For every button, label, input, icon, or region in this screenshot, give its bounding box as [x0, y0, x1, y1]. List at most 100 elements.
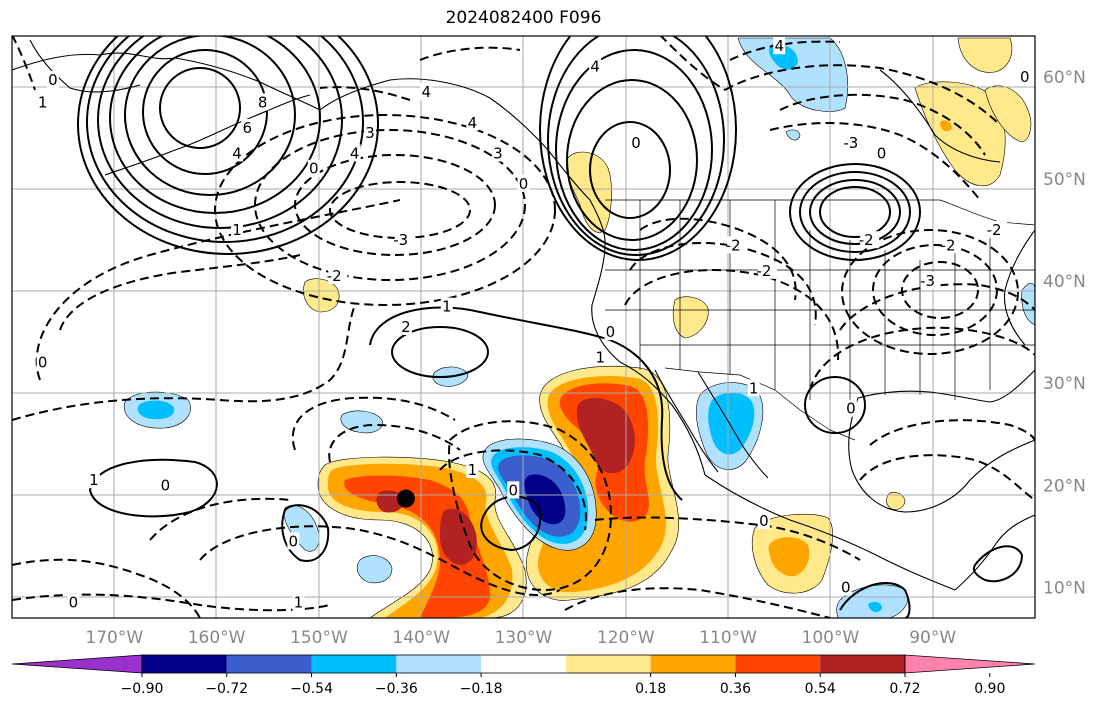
colorbar-tick-label: 0.36 — [720, 681, 751, 697]
contour-label: -2 — [987, 221, 1002, 239]
lon-tick-label: 90°W — [909, 628, 956, 648]
contour-pacific-high-2 — [391, 326, 489, 378]
storm-center-marker — [396, 489, 415, 508]
contour-label: 1 — [442, 298, 452, 316]
lon-tick-label: 160°W — [188, 628, 246, 648]
contour-label: 0 — [161, 476, 171, 494]
contour-label: 2 — [401, 318, 411, 336]
contour-label: -2 — [726, 236, 741, 254]
colorbar-segment — [565, 655, 651, 673]
contour-label: 4 — [232, 144, 242, 162]
colorbar-extend-high — [904, 654, 1036, 674]
contour-label-bg — [87, 471, 100, 489]
lon-tick-label: 140°W — [392, 628, 450, 648]
contour-label: -2 — [859, 231, 874, 249]
contour-label: 0 — [877, 144, 887, 162]
contour-label: 1 — [294, 594, 304, 612]
lat-tick-label: 10°N — [1043, 578, 1086, 598]
gulf-coast-us — [857, 369, 1035, 403]
contour-label: 0 — [519, 175, 529, 193]
colorbar-segment — [396, 655, 482, 673]
contour-label-bg — [604, 323, 617, 341]
contour-label-bg — [921, 272, 941, 290]
contour-label-bg — [231, 221, 244, 238]
contour-label: -2 — [756, 262, 771, 280]
contour-label: 1 — [595, 349, 605, 367]
lat-tick-label: 60°N — [1043, 68, 1086, 88]
contour-label-bg — [517, 175, 530, 193]
lat-tick-label: 50°N — [1043, 170, 1086, 190]
map-frame — [11, 35, 1036, 619]
colorbar-segment — [226, 655, 312, 673]
contour-midwest-low-3 — [901, 261, 979, 319]
contour-central-low — [448, 420, 612, 592]
colorbar-tick-label: −0.54 — [290, 681, 333, 697]
mexico-pacific-coast — [704, 474, 956, 591]
contour-label-bg — [159, 476, 172, 494]
contour-label: 1 — [89, 471, 99, 489]
contour-label-bg — [747, 379, 760, 397]
west-coast-na — [591, 239, 706, 476]
contour-label-bg — [256, 93, 269, 111]
gulf-of-mexico — [848, 397, 1035, 513]
contour-label: -2 — [941, 236, 956, 254]
contour-label-bg — [394, 231, 414, 249]
contour-label-bg — [364, 124, 377, 141]
contour-label: 0 — [631, 134, 641, 152]
contour-label-bg — [36, 93, 49, 111]
contour-label-bg — [466, 113, 479, 131]
contour-label-bg — [292, 593, 305, 611]
baja-peninsula — [654, 369, 719, 473]
contour-label: 4 — [774, 37, 784, 55]
contour-label-bg — [988, 221, 1008, 238]
contour-label-bg — [399, 318, 412, 335]
contour-label-bg — [420, 83, 433, 101]
lat-tick-label: 20°N — [1043, 476, 1086, 496]
contour-label-bg — [348, 144, 361, 162]
contour-label-bg — [589, 57, 602, 75]
contour-label-bg — [860, 231, 880, 249]
bering-coast — [29, 39, 141, 93]
colorbar-tick-label: 0.90 — [974, 681, 1005, 697]
contour-label: 0 — [69, 594, 79, 612]
gulf-california — [697, 371, 769, 479]
central-america — [954, 514, 1035, 591]
contour-label-bg — [594, 348, 607, 366]
contour-label: 1 — [749, 379, 759, 397]
aleutian-chain — [104, 94, 311, 176]
lon-tick-label: 100°W — [802, 628, 860, 648]
contour-label-bg — [466, 460, 479, 478]
contour-label-bg — [942, 236, 962, 254]
contour-label-bg — [241, 118, 254, 136]
contour-label: 0 — [38, 354, 48, 372]
positive-contours — [77, 36, 1024, 618]
colorbar-segment — [650, 655, 736, 673]
contour-label: -3 — [920, 272, 935, 290]
colorbar-segment — [735, 655, 821, 673]
colorbar-extend-low — [11, 654, 143, 674]
contour-label-bg — [844, 134, 864, 152]
contour-label: 0 — [1020, 68, 1030, 86]
contour-label: 3 — [365, 124, 375, 142]
contour-label-bg — [844, 399, 857, 417]
lat-tick-label: 30°N — [1043, 374, 1086, 394]
map-title: 2024082400 F096 — [445, 8, 602, 28]
contour-gulf-alaska-low-3 — [329, 181, 471, 239]
colorbar-segment — [820, 655, 905, 673]
contour-label-bg — [507, 481, 520, 499]
contour-label: 6 — [243, 119, 253, 137]
colorbar — [11, 654, 1036, 674]
contour-label-bg — [1018, 67, 1031, 85]
contour-label-bg — [328, 266, 348, 284]
contour-label: 4 — [422, 83, 432, 101]
colorbar-tick-label: −0.72 — [205, 681, 248, 697]
lon-tick-label: 120°W — [597, 628, 655, 648]
contour-label-bg — [757, 261, 777, 279]
contour-label-bg — [630, 134, 643, 152]
contour-label: 4 — [590, 58, 600, 76]
contour-label-bg — [287, 532, 300, 550]
contour-label: 1 — [468, 461, 478, 479]
contour-label: 0 — [606, 323, 616, 341]
colorbar-tick-label: −0.36 — [375, 681, 418, 697]
